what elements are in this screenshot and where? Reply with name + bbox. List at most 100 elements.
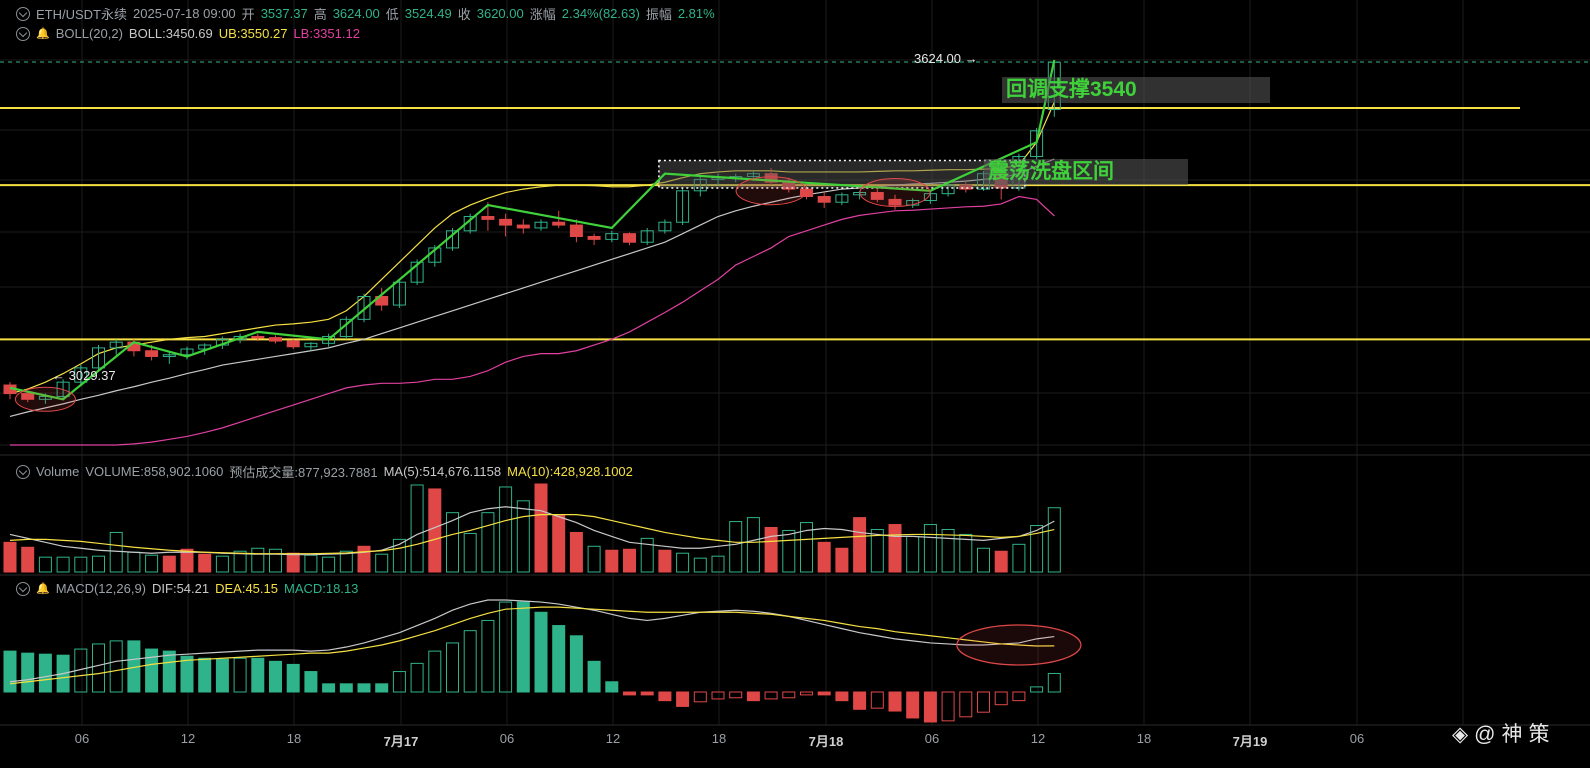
macd-bar (92, 643, 105, 693)
volume-bar (959, 533, 973, 573)
candle-body (835, 194, 849, 203)
volume-bar (605, 549, 619, 573)
x-tick: 18 (286, 731, 302, 746)
range-annotation[interactable]: 震荡洗盘区间 (984, 159, 1188, 185)
collapse-icon[interactable] (16, 581, 30, 596)
macd-name[interactable]: MACD(12,26,9) (55, 581, 147, 596)
volume-estimate: 预估成交量:877,923.7881 (229, 465, 378, 480)
volume-bar (853, 517, 867, 573)
macd-bar (428, 650, 442, 693)
boll-name[interactable]: BOLL(20,2) (55, 26, 123, 41)
macd-bar (729, 691, 743, 699)
volume-bar (198, 553, 212, 573)
volume-bar (162, 555, 176, 573)
macd-bar (888, 691, 902, 712)
boll-header: 🔔 BOLL(20,2) BOLL:3450.69 UB:3550.27 LB:… (16, 26, 360, 41)
macd-bar (269, 660, 282, 693)
volume-bar (499, 486, 513, 573)
volume-bar (923, 524, 937, 573)
macd-bar (711, 691, 725, 700)
macd-bar (198, 657, 212, 693)
volume-bar (463, 532, 477, 573)
open-value: 3537.37 (260, 6, 308, 21)
trend-path (9, 59, 1056, 401)
volume-bar (569, 531, 583, 573)
volume-bar (1047, 507, 1061, 573)
candle-body (269, 337, 282, 342)
collapse-icon[interactable] (16, 26, 30, 41)
volume-bar (516, 500, 530, 573)
candle-body (1030, 130, 1044, 158)
volume-bar (1012, 543, 1026, 573)
candle-body (180, 348, 194, 356)
volume-bar (640, 537, 654, 573)
volume-bar (711, 555, 725, 573)
macd-bar (569, 635, 583, 693)
volume-bar (127, 551, 141, 573)
boll-upper-line (9, 101, 1055, 395)
candle-body (534, 221, 548, 229)
macd-dif: DIF:54.21 (152, 581, 210, 596)
volume-bar (888, 524, 902, 573)
volume-bar (215, 555, 229, 573)
candle-body (233, 335, 247, 340)
volume-bar (304, 554, 318, 573)
close-label: 收 (457, 7, 471, 22)
macd-dif-line (9, 599, 1055, 683)
candle-body (499, 218, 513, 226)
macd-bar (1012, 691, 1026, 702)
candle-body (623, 233, 636, 243)
volume-bar (322, 556, 336, 573)
macd-bar (676, 691, 690, 707)
candle-body (56, 381, 70, 397)
candle-body (357, 295, 371, 320)
volume-bar (446, 512, 459, 573)
volume-bar (623, 548, 636, 573)
volume-bar (180, 548, 194, 573)
volume-bar (693, 557, 707, 573)
candle-body (693, 178, 707, 192)
volume-bar (481, 512, 495, 573)
volume-bar (3, 541, 17, 573)
macd-bar (180, 655, 194, 693)
macd-bar (3, 650, 17, 693)
boll-lb-value: LB:3351.12 (293, 26, 360, 41)
candle-body (92, 347, 105, 369)
volume-bar (746, 517, 760, 573)
candle-body (552, 221, 566, 226)
low-value: 3524.49 (404, 6, 452, 21)
candle-body (322, 335, 336, 344)
bell-icon[interactable]: 🔔 (36, 583, 50, 595)
macd-bar (339, 683, 353, 693)
volume-bar (870, 528, 884, 573)
volume-bar (56, 556, 70, 573)
volume-bar (286, 552, 300, 573)
volume-bar (800, 522, 813, 573)
boll-lower-line (10, 195, 1055, 446)
candle-body (392, 281, 406, 306)
collapse-icon[interactable] (16, 6, 30, 21)
symbol-label[interactable]: ETH/USDT永续 (36, 7, 128, 22)
x-tick: 06 (499, 731, 515, 746)
volume-value: VOLUME:858,902.1060 (85, 464, 224, 479)
bell-icon[interactable]: 🔔 (36, 28, 50, 40)
candle-body (481, 216, 495, 220)
candle-body (74, 367, 88, 383)
macd-bar (693, 691, 707, 703)
macd-bar (21, 652, 35, 693)
volume-name[interactable]: Volume (36, 464, 80, 479)
support-annotation[interactable]: 回调支撑3540 (1002, 77, 1270, 103)
volume-bar (835, 547, 849, 573)
volume-bar (21, 546, 35, 573)
macd-bar (481, 619, 495, 693)
change-label: 涨幅 (529, 7, 556, 22)
macd-bar (38, 653, 52, 693)
volume-bar (357, 545, 371, 573)
candle-body (605, 233, 619, 240)
volume-bar (552, 515, 566, 573)
candle-body (145, 350, 159, 357)
x-tick-day: 7月18 (808, 734, 844, 749)
collapse-icon[interactable] (16, 464, 30, 479)
candle-body (304, 342, 318, 348)
